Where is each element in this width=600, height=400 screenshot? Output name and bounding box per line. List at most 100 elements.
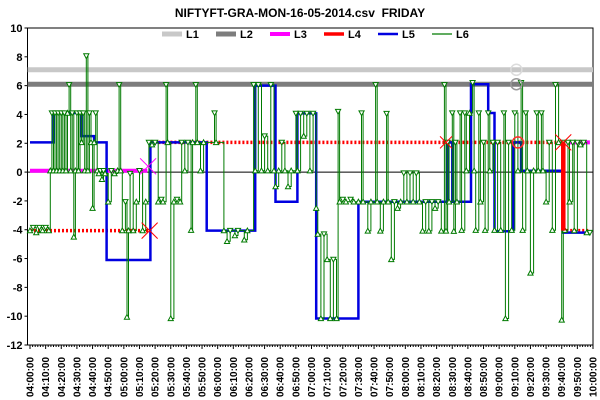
triangle-marker xyxy=(458,226,466,233)
triangle-marker xyxy=(379,198,387,205)
triangle-marker xyxy=(400,170,408,177)
triangle-marker xyxy=(45,226,53,234)
triangle-marker xyxy=(42,224,50,232)
legend-label-L3: L3 xyxy=(294,29,307,41)
series-L6 xyxy=(30,55,590,321)
triangle-marker xyxy=(533,110,541,117)
triangle-marker xyxy=(284,182,292,190)
triangle-marker xyxy=(32,228,40,236)
triangle-marker xyxy=(281,167,289,174)
y-tick-label: 4 xyxy=(16,109,23,121)
triangle-marker xyxy=(312,204,320,211)
y-tick-label: -6 xyxy=(13,254,23,266)
x-tick-label: 07:40:00 xyxy=(370,357,381,397)
triangle-marker xyxy=(126,170,134,178)
triangle-marker xyxy=(75,167,82,174)
triangle-marker xyxy=(67,167,75,174)
triangle-marker xyxy=(231,231,239,239)
x-tick-label: 05:50:00 xyxy=(198,357,209,397)
triangle-marker xyxy=(64,109,71,116)
triangle-marker xyxy=(85,110,93,117)
triangle-marker xyxy=(117,167,125,174)
x-tick-label: 08:20:00 xyxy=(432,357,443,397)
triangle-marker xyxy=(497,226,505,233)
triangle-marker xyxy=(555,138,563,146)
triangle-marker xyxy=(537,110,545,117)
triangle-marker xyxy=(534,167,542,174)
triangle-marker xyxy=(451,139,459,147)
triangle-marker xyxy=(428,199,436,206)
x-tick-label: 09:10:00 xyxy=(510,357,521,397)
triangle-marker xyxy=(359,198,367,205)
x-tick-label: 06:50:00 xyxy=(291,357,302,397)
x-tick-label: 09:20:00 xyxy=(526,357,537,397)
triangle-marker xyxy=(387,255,395,263)
x-tick-label: 08:10:00 xyxy=(417,357,428,397)
triangle-marker xyxy=(508,226,516,233)
triangle-marker xyxy=(234,227,242,235)
triangle-marker xyxy=(511,110,519,117)
y-tick-label: 8 xyxy=(16,52,22,64)
triangle-marker xyxy=(184,139,192,147)
triangle-marker xyxy=(442,227,450,234)
x-tick-label: 04:00:00 xyxy=(26,357,37,397)
triangle-marker xyxy=(358,110,365,117)
triangle-marker xyxy=(79,110,87,117)
triangle-marker xyxy=(243,226,251,234)
y-tick-label: -10 xyxy=(7,311,23,323)
triangle-marker xyxy=(181,167,189,174)
triangle-marker xyxy=(212,138,220,146)
triangle-marker xyxy=(264,167,272,174)
triangle-marker xyxy=(539,167,547,174)
triangle-marker xyxy=(154,198,162,205)
triangle-marker xyxy=(475,110,483,117)
triangle-marker xyxy=(422,199,430,206)
triangle-marker xyxy=(415,198,423,205)
triangle-marker xyxy=(364,227,372,234)
x-tick-label: 09:40:00 xyxy=(557,357,568,397)
x-tick-label: 05:40:00 xyxy=(182,357,193,397)
triangle-marker xyxy=(522,110,530,117)
triangle-marker xyxy=(292,110,300,118)
triangle-marker xyxy=(564,139,572,147)
triangle-marker xyxy=(267,82,275,89)
triangle-marker xyxy=(170,198,178,205)
triangle-marker xyxy=(173,196,181,204)
triangle-marker xyxy=(577,141,584,148)
triangle-marker xyxy=(469,80,477,87)
x-tick-label: 08:40:00 xyxy=(463,357,474,397)
triangle-marker xyxy=(403,198,411,205)
triangle-marker xyxy=(300,132,308,139)
triangle-marker xyxy=(121,199,129,206)
x-tick-label: 05:30:00 xyxy=(166,357,177,397)
triangle-marker xyxy=(570,226,578,234)
x-tick-label: 07:30:00 xyxy=(354,357,365,397)
triangle-marker xyxy=(566,198,573,205)
triangle-marker xyxy=(306,167,314,174)
triangle-marker xyxy=(476,198,484,205)
triangle-marker xyxy=(162,82,170,89)
triangle-marker xyxy=(293,167,301,174)
triangle-marker xyxy=(376,227,384,234)
triangle-marker xyxy=(406,170,414,177)
triangle-marker xyxy=(586,229,594,237)
triangle-marker xyxy=(226,227,234,235)
triangle-marker xyxy=(440,82,448,89)
triangle-marker xyxy=(254,82,262,89)
y-tick-label: -8 xyxy=(13,282,23,294)
triangle-marker xyxy=(142,198,150,205)
triangle-marker xyxy=(461,110,469,117)
x-tick-label: 06:10:00 xyxy=(229,357,240,397)
x-tick-label: 04:40:00 xyxy=(88,357,99,397)
triangle-marker xyxy=(394,204,401,211)
triangle-marker xyxy=(419,227,426,234)
x-tick-label: 09:30:00 xyxy=(542,357,553,397)
triangle-marker xyxy=(573,139,581,147)
triangle-marker xyxy=(580,139,588,147)
triangle-marker xyxy=(320,231,328,238)
x-tick-label: 04:50:00 xyxy=(104,357,115,397)
triangle-marker xyxy=(372,82,380,89)
triangle-marker xyxy=(480,139,487,147)
triangle-marker xyxy=(118,226,126,234)
